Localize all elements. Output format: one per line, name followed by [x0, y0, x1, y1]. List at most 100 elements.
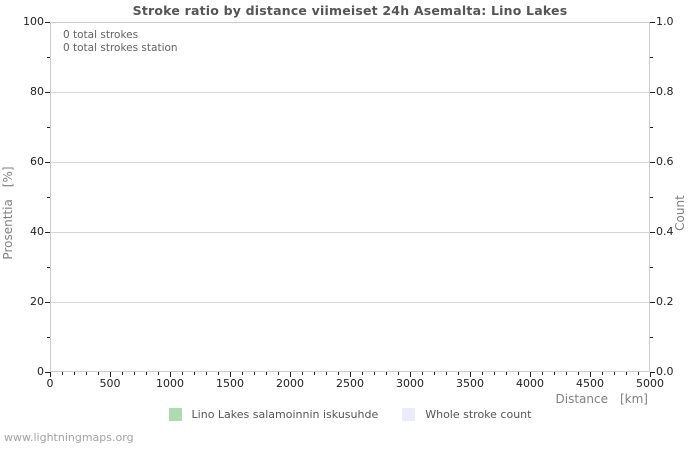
x-axis-minor-tick [638, 372, 639, 375]
x-axis-label-unit: [km] [619, 392, 648, 406]
x-axis-major-tick [350, 372, 351, 377]
x-axis-minor-tick [242, 372, 243, 375]
right-axis-minor-tick [650, 337, 653, 338]
x-axis-minor-tick [206, 372, 207, 375]
x-axis-minor-tick [602, 372, 603, 375]
left-axis-minor-tick [47, 337, 50, 338]
x-axis-tick-label: 1500 [216, 377, 244, 390]
x-axis-major-tick [530, 372, 531, 377]
stroke-ratio-swatch-icon [168, 408, 182, 421]
x-axis-minor-tick [506, 372, 507, 375]
x-axis-minor-tick [278, 372, 279, 375]
right-axis-minor-tick [650, 57, 653, 58]
left-axis-major-tick [45, 162, 50, 163]
x-axis-tick-label: 4000 [516, 377, 544, 390]
x-axis-minor-tick [98, 372, 99, 375]
gridline [51, 162, 649, 163]
legend-label-whole-stroke-count: Whole stroke count [425, 408, 532, 421]
footer-watermark: www.lightningmaps.org [4, 431, 134, 444]
x-axis-tick-label: 0 [46, 377, 54, 390]
x-axis-tick-label: 2000 [276, 377, 304, 390]
right-axis-label-text: Count [673, 195, 687, 231]
x-axis-minor-tick [86, 372, 87, 375]
right-axis-tick-label: 1.0 [656, 15, 674, 28]
x-axis-minor-tick [482, 372, 483, 375]
x-axis-minor-tick [122, 372, 123, 375]
x-axis-minor-tick [338, 372, 339, 375]
x-axis-major-tick [50, 372, 51, 377]
left-axis-label-unit: [%] [1, 166, 15, 188]
x-axis-major-tick [170, 372, 171, 377]
x-axis-tick-label: 4500 [576, 377, 604, 390]
right-axis-major-tick [650, 22, 655, 23]
whole-stroke-count-swatch-icon [402, 408, 416, 421]
left-axis-tick-label: 0 [37, 365, 44, 378]
right-axis-tick-label: 0.2 [656, 295, 674, 308]
left-axis-tick-label: 100 [23, 15, 44, 28]
left-axis-minor-tick [47, 127, 50, 128]
legend-item-whole-stroke-count: Whole stroke count [402, 408, 531, 421]
x-axis-minor-tick [518, 372, 519, 375]
x-axis-minor-tick [398, 372, 399, 375]
x-axis-minor-tick [182, 372, 183, 375]
legend: Lino Lakes salamoinnin iskusuhde Whole s… [50, 408, 650, 421]
x-axis-minor-tick [218, 372, 219, 375]
left-axis-minor-tick [47, 267, 50, 268]
x-axis-minor-tick [614, 372, 615, 375]
left-axis-major-tick [45, 92, 50, 93]
left-axis-tick-label: 40 [30, 225, 44, 238]
right-axis-minor-tick [650, 197, 653, 198]
x-axis-minor-tick [494, 372, 495, 375]
left-axis-major-tick [45, 232, 50, 233]
x-axis-minor-tick [158, 372, 159, 375]
left-axis-major-tick [45, 302, 50, 303]
left-axis-tick-label: 60 [30, 155, 44, 168]
x-axis-minor-tick [386, 372, 387, 375]
right-axis-tick-label: 0.8 [656, 85, 674, 98]
annotation-block: 0 total strokes 0 total strokes station [63, 29, 178, 54]
x-axis-minor-tick [146, 372, 147, 375]
x-axis-tick-label: 1000 [156, 377, 184, 390]
x-axis-tick-label: 2500 [336, 377, 364, 390]
right-axis-major-tick [650, 232, 655, 233]
legend-item-stroke-ratio: Lino Lakes salamoinnin iskusuhde [168, 408, 379, 421]
x-axis-major-tick [410, 372, 411, 377]
right-axis-minor-tick [650, 267, 653, 268]
x-axis-tick-label: 3500 [456, 377, 484, 390]
legend-label-stroke-ratio: Lino Lakes salamoinnin iskusuhde [191, 408, 379, 421]
x-axis-label-text: Distance [555, 392, 608, 406]
annotation-line-total-strokes: 0 total strokes [63, 29, 139, 41]
right-axis-major-tick [650, 372, 655, 373]
x-axis-major-tick [590, 372, 591, 377]
x-axis-minor-tick [446, 372, 447, 375]
plot-area: 0 total strokes 0 total strokes station [50, 22, 650, 372]
right-axis-major-tick [650, 162, 655, 163]
right-axis-major-tick [650, 92, 655, 93]
left-axis-minor-tick [47, 57, 50, 58]
x-axis-major-tick [290, 372, 291, 377]
right-axis-label: Count [673, 38, 689, 388]
left-axis-tick-label: 80 [30, 85, 44, 98]
x-axis-minor-tick [542, 372, 543, 375]
right-axis-tick-label: 0.4 [656, 225, 674, 238]
x-axis-minor-tick [554, 372, 555, 375]
x-axis-minor-tick [134, 372, 135, 375]
x-axis-minor-tick [458, 372, 459, 375]
x-axis-minor-tick [326, 372, 327, 375]
x-axis-minor-tick [578, 372, 579, 375]
left-axis-tick-label: 20 [30, 295, 44, 308]
chart-title: Stroke ratio by distance viimeiset 24h A… [132, 3, 568, 18]
x-axis-label: Distance [km] [556, 392, 649, 406]
left-axis-label-text: Prosenttia [1, 199, 15, 260]
x-axis-minor-tick [434, 372, 435, 375]
right-axis-minor-tick [650, 127, 653, 128]
x-axis-minor-tick [254, 372, 255, 375]
gridline [51, 302, 649, 303]
left-axis-minor-tick [47, 197, 50, 198]
x-axis-minor-tick [566, 372, 567, 375]
x-axis-minor-tick [314, 372, 315, 375]
x-axis-tick-label: 3000 [396, 377, 424, 390]
x-axis-minor-tick [74, 372, 75, 375]
x-axis-minor-tick [62, 372, 63, 375]
